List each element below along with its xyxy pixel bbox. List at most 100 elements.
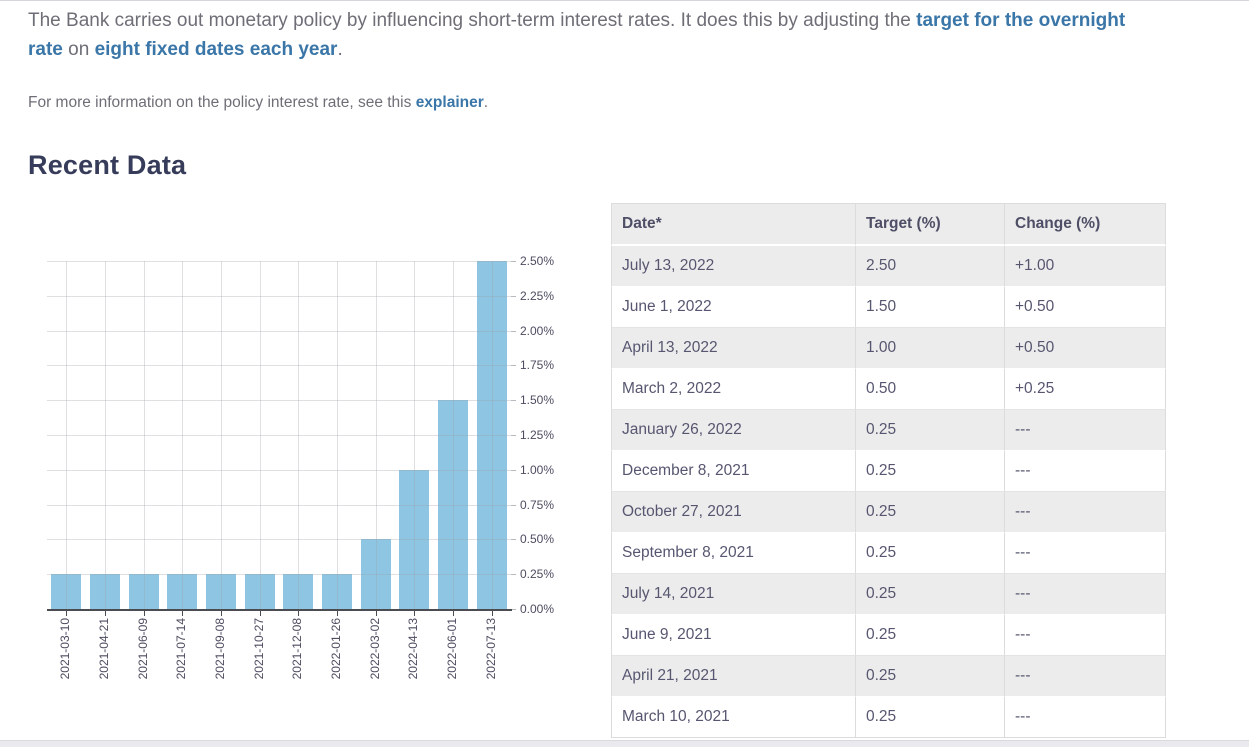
x-axis-tick	[260, 611, 261, 616]
x-axis-tick	[414, 611, 415, 616]
change-cell: +0.50	[1004, 287, 1166, 328]
chart-x-axis-line	[47, 609, 512, 611]
more-info-text: .	[483, 94, 489, 111]
rate-table: Date* Target (%) Change (%) July 13, 2022 2…	[611, 203, 1166, 738]
change-cell: ---	[1004, 574, 1166, 615]
y-axis-label: 1.25%	[520, 428, 555, 442]
policy-rate-chart: 2.50% 2.25% 2.00% 1.75% 1.50% 1.25% 1.00% 0.75%…	[47, 254, 607, 691]
target-cell: 0.25	[855, 410, 1004, 451]
change-cell: ---	[1004, 410, 1166, 451]
x-axis-label: 2022-06-01	[445, 618, 459, 680]
h-gridline	[47, 470, 511, 471]
v-gridline	[182, 261, 183, 609]
fixed-dates-link[interactable]: eight fixed dates each year	[94, 39, 338, 60]
v-gridline	[260, 261, 261, 609]
date-cell: April 21, 2021	[611, 656, 855, 697]
change-cell: ---	[1004, 451, 1166, 492]
target-cell: 0.25	[855, 492, 1004, 533]
chart-bar	[399, 470, 429, 609]
x-axis-tick	[221, 611, 222, 616]
date-cell: March 2, 2022	[611, 369, 855, 410]
explainer-link[interactable]: explainer	[415, 94, 484, 111]
top-divider	[0, 0, 1249, 1]
x-axis-tick	[144, 611, 145, 616]
target-cell: 1.50	[855, 287, 1004, 328]
h-gridline	[47, 505, 511, 506]
h-gridline	[47, 365, 511, 366]
table-row: April 13, 2022 1.00 +0.50	[611, 328, 1166, 369]
more-info-paragraph: For more information on the policy inter…	[28, 92, 1128, 114]
chart-bar	[167, 574, 197, 609]
y-axis-tick	[511, 365, 516, 366]
more-info-text: For more information on the policy inter…	[28, 94, 416, 111]
date-cell: December 8, 2021	[611, 451, 855, 492]
y-axis-label: 2.00%	[520, 324, 555, 338]
x-axis-tick	[337, 611, 338, 616]
x-axis-label: 2021-06-09	[136, 618, 150, 680]
target-cell: 0.25	[855, 451, 1004, 492]
y-axis-label: 1.75%	[520, 358, 555, 372]
table-row: March 2, 2022 0.50 +0.25	[611, 369, 1166, 410]
v-gridline	[66, 261, 67, 609]
column-header: Date*	[611, 203, 855, 246]
change-cell: ---	[1004, 656, 1166, 697]
table-row: June 1, 2022 1.50 +0.50	[611, 287, 1166, 328]
h-gridline	[47, 296, 511, 297]
v-gridline	[221, 261, 222, 609]
h-gridline	[47, 261, 511, 262]
chart-bar	[283, 574, 313, 609]
chart-bar	[51, 574, 81, 609]
change-cell: +0.25	[1004, 369, 1166, 410]
date-cell: January 26, 2022	[611, 410, 855, 451]
y-axis-tick	[511, 331, 516, 332]
table-row: July 14, 2021 0.25 ---	[611, 574, 1166, 615]
date-cell: October 27, 2021	[611, 492, 855, 533]
v-gridline	[337, 261, 338, 609]
chart-bar	[477, 261, 507, 609]
table-body: July 13, 2022 2.50 +1.00 June 1, 2022 1.50 +0…	[611, 246, 1166, 738]
table-row: October 27, 2021 0.25 ---	[611, 492, 1166, 533]
intro-text: The Bank carries out monetary policy by …	[28, 10, 917, 31]
y-axis-tick	[511, 505, 516, 506]
x-axis-tick	[105, 611, 106, 616]
chart-bar	[361, 539, 391, 609]
chart-bar	[322, 574, 352, 609]
change-cell: +1.00	[1004, 246, 1166, 287]
chart-bar	[129, 574, 159, 609]
column-header: Target (%)	[855, 203, 1004, 246]
table-row: December 8, 2021 0.25 ---	[611, 451, 1166, 492]
change-cell: ---	[1004, 615, 1166, 656]
v-gridline	[105, 261, 106, 609]
y-axis-label: 0.75%	[520, 498, 555, 512]
table-row: September 8, 2021 0.25 ---	[611, 533, 1166, 574]
target-cell: 0.25	[855, 533, 1004, 574]
y-axis-tick	[511, 261, 516, 262]
intro-paragraph: The Bank carries out monetary policy by …	[28, 6, 1160, 64]
h-gridline	[47, 400, 511, 401]
x-axis-label: 2022-07-13	[484, 618, 498, 680]
h-gridline	[47, 574, 511, 575]
date-cell: July 14, 2021	[611, 574, 855, 615]
h-gridline	[47, 435, 511, 436]
target-cell: 1.00	[855, 328, 1004, 369]
target-cell: 2.50	[855, 246, 1004, 287]
v-gridline	[414, 261, 415, 609]
x-axis-tick	[492, 611, 493, 616]
target-cell: 0.25	[855, 615, 1004, 656]
date-cell: June 9, 2021	[611, 615, 855, 656]
table-row: January 26, 2022 0.25 ---	[611, 410, 1166, 451]
x-axis-label: 2021-10-27	[252, 618, 266, 680]
chart-bar	[206, 574, 236, 609]
intro-text: .	[337, 39, 343, 60]
chart-bar	[90, 574, 120, 609]
table-row: March 10, 2021 0.25 ---	[611, 697, 1166, 738]
y-axis-label: 0.00%	[520, 602, 555, 616]
overnight-rate-target-link[interactable]: target for the overnight rate	[28, 10, 1126, 60]
x-axis-label: 2022-03-02	[368, 618, 382, 680]
x-axis-tick	[453, 611, 454, 616]
change-cell: ---	[1004, 533, 1166, 574]
v-gridline	[376, 261, 377, 609]
chart-bar	[245, 574, 275, 609]
target-cell: 0.25	[855, 656, 1004, 697]
